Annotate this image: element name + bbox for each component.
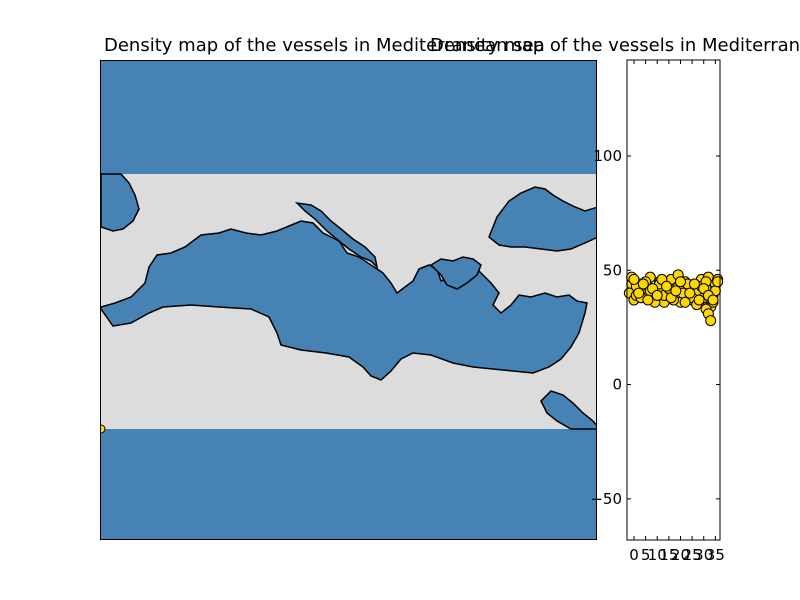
scatter-point <box>693 294 705 306</box>
map-ocean-bottom <box>101 429 596 539</box>
scatter-point <box>670 285 682 297</box>
scatter-point <box>628 273 640 285</box>
x-tick-label: 15 <box>659 546 678 564</box>
y-tick-label: 50 <box>603 261 622 279</box>
map-title: Density map of the vessels in Mediterran… <box>104 35 545 56</box>
scatter-point <box>674 276 686 288</box>
y-tick-label: 0 <box>612 376 622 394</box>
atlantic-bay <box>101 173 140 232</box>
scatter-title: Density map of the vessels in Mediterran… <box>430 35 800 56</box>
map-svg <box>101 61 596 539</box>
scatter-point <box>633 287 645 299</box>
map-vessel-point <box>101 424 106 434</box>
scatter-point <box>679 296 691 308</box>
adriatic-sea <box>294 201 379 270</box>
scatter-point <box>684 287 696 299</box>
x-tick-label: 30 <box>694 546 713 564</box>
x-tick-label: 5 <box>641 546 651 564</box>
scatter-point <box>642 294 654 306</box>
x-tick-label: 35 <box>706 546 725 564</box>
red-sea <box>540 390 596 430</box>
x-tick-label: 0 <box>629 546 639 564</box>
x-tick-label: 10 <box>648 546 667 564</box>
scatter-point <box>661 280 673 292</box>
mediterranean-sea <box>101 220 588 381</box>
scatter-point <box>705 315 717 327</box>
aegean-sea <box>429 256 482 290</box>
scatter-points <box>623 269 724 327</box>
scatter-frame <box>626 59 721 541</box>
y-tick-label: −50 <box>590 490 622 508</box>
x-tick-label: 25 <box>683 546 702 564</box>
black-sea <box>488 186 596 252</box>
map-ocean-top <box>101 61 596 174</box>
map-panel <box>100 60 597 540</box>
scatter-point <box>688 278 700 290</box>
scatter-point <box>637 278 649 290</box>
y-tick-label: 100 <box>593 147 622 165</box>
scatter-point <box>707 294 719 306</box>
x-tick-label: 20 <box>671 546 690 564</box>
scatter-point <box>712 276 724 288</box>
scatter-point <box>651 289 663 301</box>
